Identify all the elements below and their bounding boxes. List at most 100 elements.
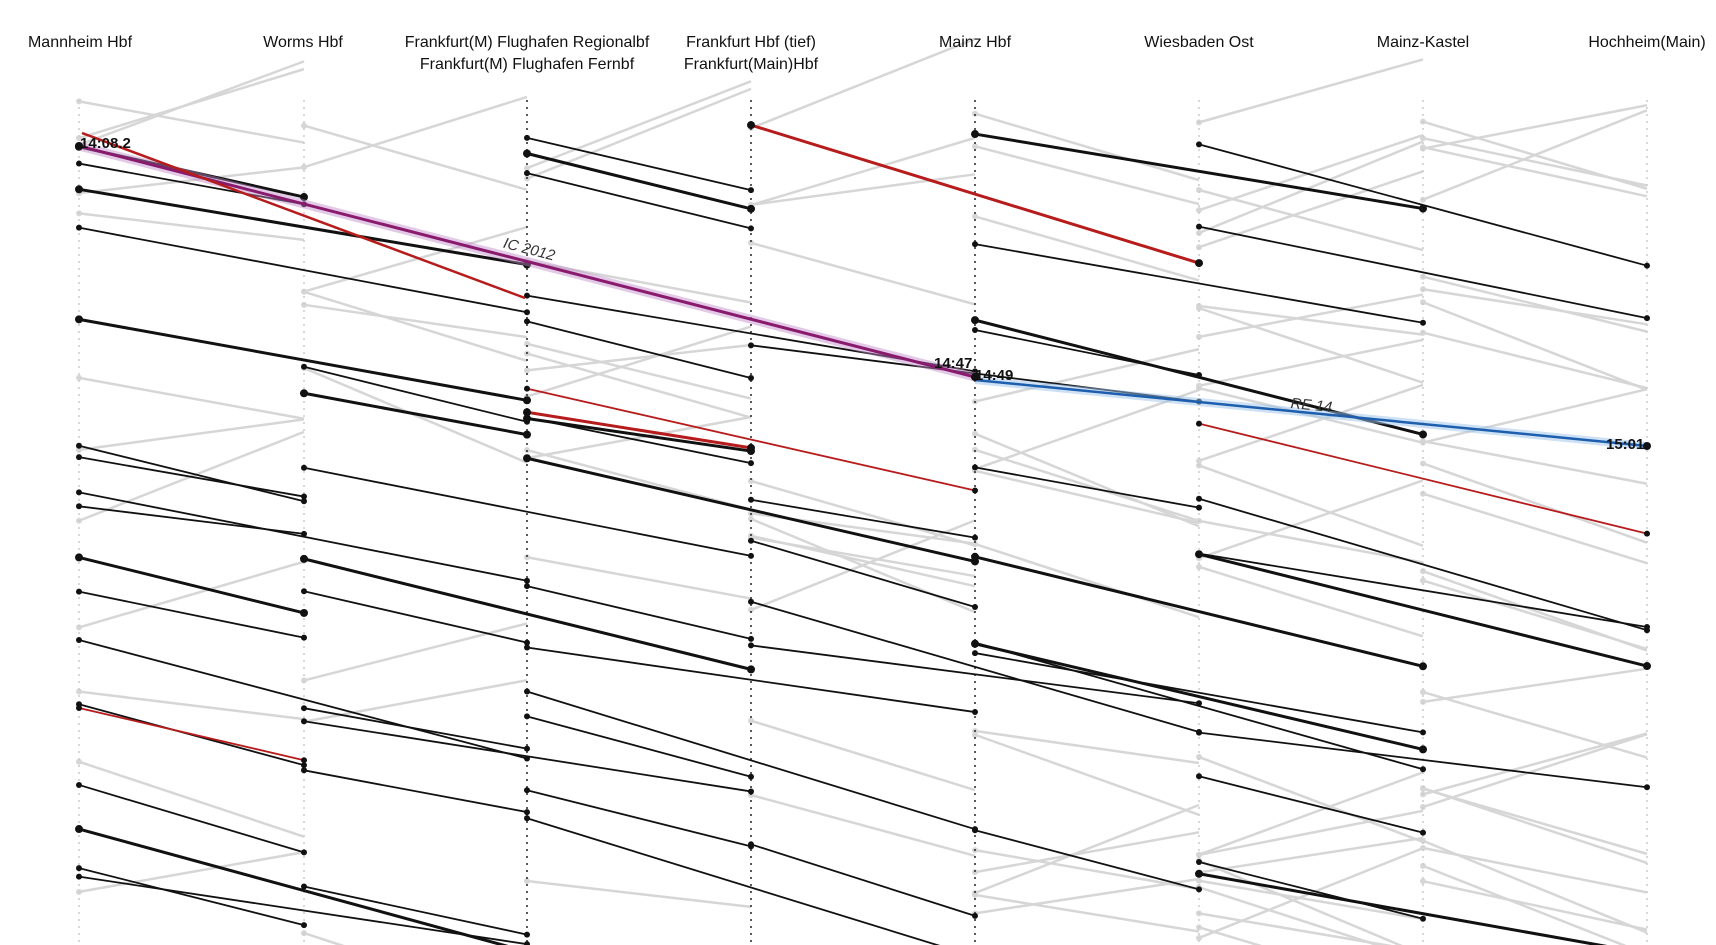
- train-line[interactable]: [526, 136, 752, 192]
- background-train: [1198, 140, 1424, 235]
- train-line[interactable]: [526, 320, 752, 379]
- train-line[interactable]: [526, 715, 752, 778]
- stop-dot: [1420, 299, 1426, 306]
- train-line[interactable]: [78, 226, 528, 314]
- red-train-line[interactable]: [81, 131, 526, 300]
- stop-dot: [76, 588, 82, 595]
- train-line[interactable]: [750, 843, 976, 917]
- train-line[interactable]: [750, 600, 1200, 733]
- station-label: Hochheim(Main): [1588, 34, 1705, 51]
- background-train: [1422, 690, 1648, 759]
- train-line[interactable]: [1198, 775, 1424, 834]
- stop-dot: [1420, 915, 1426, 922]
- stop-dot: [76, 758, 82, 765]
- train-line[interactable]: [1198, 861, 1424, 920]
- train-line[interactable]: [78, 187, 528, 267]
- background-train: [974, 877, 1200, 915]
- stop-dot: [76, 442, 82, 449]
- stop-dot: [300, 608, 308, 617]
- train-line[interactable]: [78, 827, 527, 945]
- train-line[interactable]: [303, 557, 752, 671]
- stop-dot: [1196, 495, 1202, 502]
- stop-dot: [1196, 187, 1202, 194]
- stop-dot: [1196, 753, 1202, 760]
- train-line[interactable]: [526, 417, 752, 453]
- background-train: [974, 347, 1200, 403]
- station-label: Frankfurt Hbf (tief): [686, 34, 816, 51]
- stop-dot: [1420, 460, 1426, 467]
- train-line[interactable]: [974, 642, 1424, 751]
- train-line[interactable]: [78, 639, 528, 760]
- train-line[interactable]: [974, 466, 1200, 509]
- train-line[interactable]: [1198, 731, 1648, 789]
- train-line[interactable]: [78, 707, 305, 762]
- train-line[interactable]: [526, 690, 976, 831]
- stop-dot: [524, 340, 530, 347]
- train-line[interactable]: [303, 466, 752, 557]
- train-line[interactable]: [303, 590, 528, 644]
- train-line[interactable]: [526, 817, 975, 945]
- train-line[interactable]: [526, 456, 976, 563]
- train-line[interactable]: [78, 491, 528, 582]
- stop-dot: [1420, 568, 1426, 575]
- train-line[interactable]: [526, 789, 752, 848]
- train-line[interactable]: [974, 555, 1424, 668]
- stop-dot: [301, 883, 307, 890]
- train-line[interactable]: [303, 391, 528, 437]
- train-line[interactable]: [974, 829, 1200, 891]
- train-line[interactable]: [1198, 552, 1648, 628]
- train-line[interactable]: [1198, 552, 1648, 668]
- train-line[interactable]: [526, 646, 976, 713]
- train-line[interactable]: [78, 867, 305, 926]
- stop-dot: [748, 841, 754, 848]
- train-line[interactable]: [78, 444, 305, 503]
- train-line[interactable]: [974, 652, 1424, 734]
- re-train-line[interactable]: [974, 378, 1648, 448]
- train-line[interactable]: [526, 585, 752, 640]
- train-line[interactable]: [78, 555, 305, 615]
- background-train: [1422, 275, 1648, 333]
- train-line[interactable]: [78, 456, 305, 498]
- train-line[interactable]: [750, 123, 1200, 265]
- train-line[interactable]: [750, 644, 1200, 705]
- stop-dot: [524, 688, 530, 695]
- train-line[interactable]: [303, 769, 528, 813]
- background-train: [303, 622, 528, 682]
- stop-dot: [1643, 442, 1651, 450]
- stop-dot: [972, 603, 978, 610]
- train-line[interactable]: [78, 590, 305, 639]
- background-train: [1422, 439, 1648, 485]
- train-line[interactable]: [526, 152, 752, 211]
- train-line[interactable]: [303, 365, 528, 423]
- train-line[interactable]: [1198, 225, 1648, 319]
- train-line[interactable]: [1198, 422, 1648, 535]
- train-line[interactable]: [526, 410, 752, 450]
- stop-dot: [1196, 420, 1202, 427]
- stop-dot: [524, 385, 530, 392]
- train-line[interactable]: [974, 243, 1424, 324]
- train-line[interactable]: [303, 885, 528, 936]
- station-label: Worms Hbf: [263, 34, 343, 51]
- train-line[interactable]: [526, 416, 752, 465]
- train-line[interactable]: [1198, 143, 1648, 267]
- stop-dot: [523, 454, 531, 463]
- train-line[interactable]: [974, 641, 1424, 771]
- stop-dot: [524, 309, 530, 316]
- train-line[interactable]: [526, 387, 976, 492]
- stop-dot: [971, 373, 979, 381]
- stop-dot: [1196, 333, 1202, 340]
- train-line[interactable]: [78, 317, 528, 402]
- train-line[interactable]: [750, 539, 976, 608]
- train-line[interactable]: [974, 132, 1424, 211]
- train-line[interactable]: [1198, 872, 1647, 945]
- train-line[interactable]: [750, 498, 976, 539]
- background-train: [78, 166, 305, 195]
- train-line[interactable]: [526, 172, 752, 230]
- stop-dot: [1420, 766, 1426, 773]
- stop-dot: [1419, 204, 1427, 213]
- train-line[interactable]: [1198, 497, 1648, 632]
- train-line[interactable]: [78, 162, 305, 206]
- train-line[interactable]: [78, 784, 305, 854]
- ic-train-line[interactable]: [78, 144, 976, 379]
